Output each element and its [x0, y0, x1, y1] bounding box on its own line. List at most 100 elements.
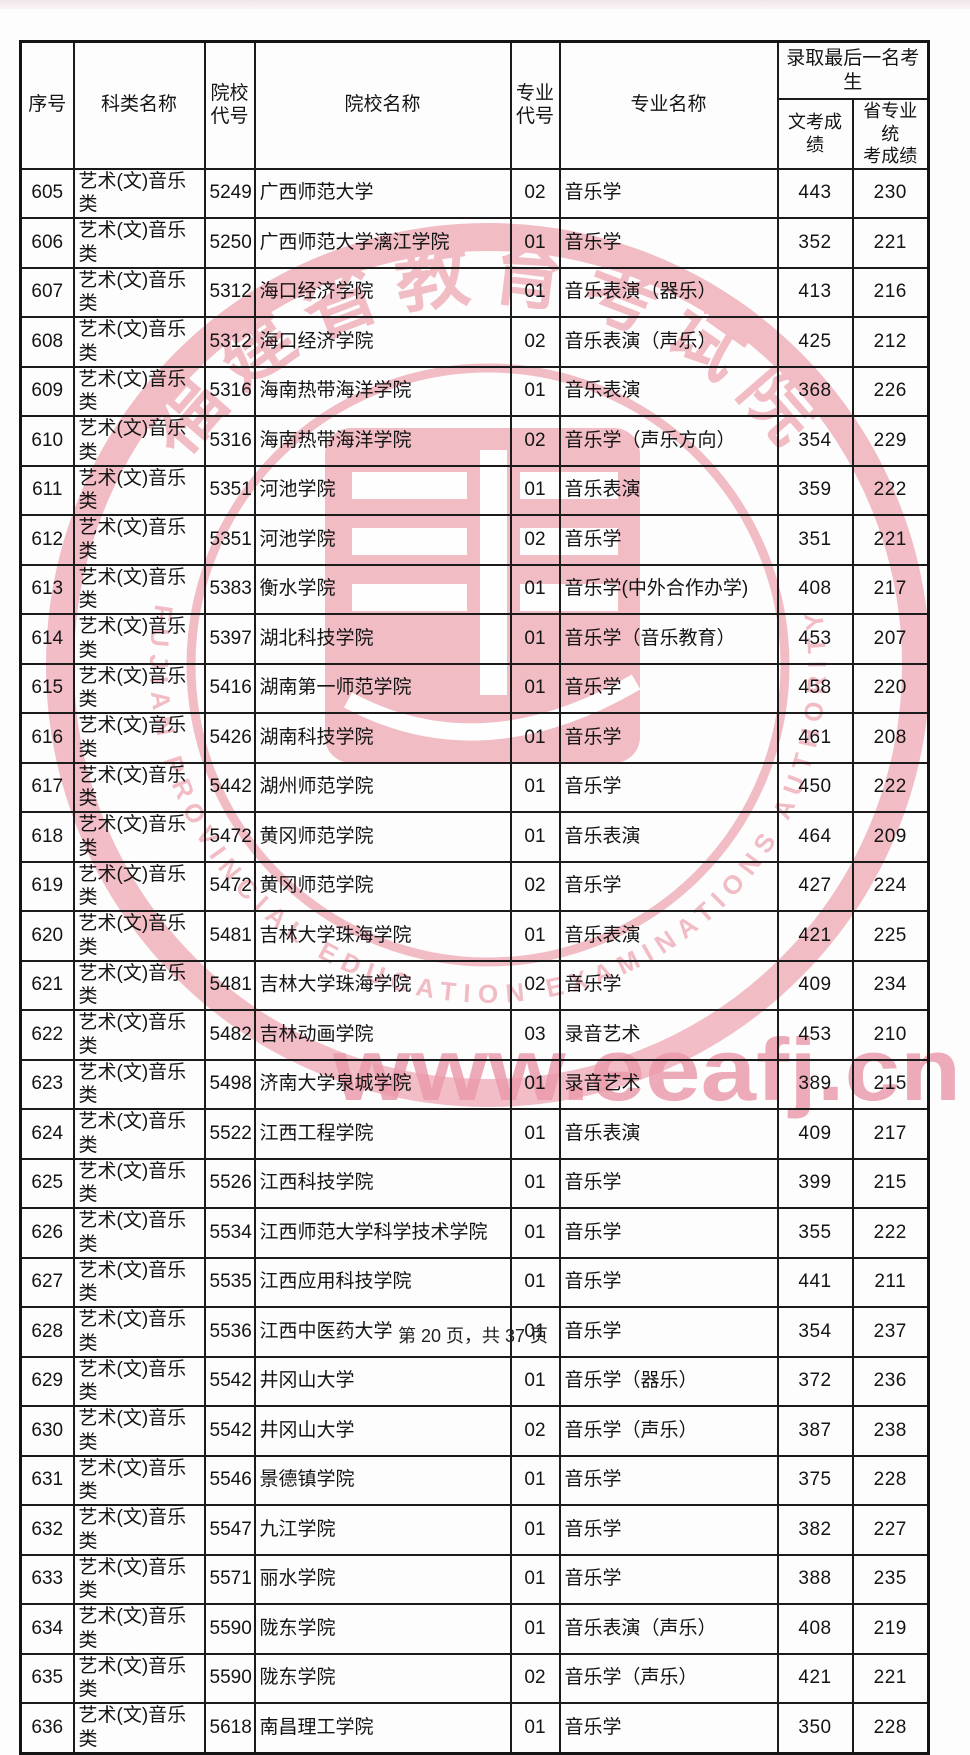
- cell-major: 音乐学（声乐）: [558, 1652, 779, 1704]
- cell-provincial_score: 217: [851, 563, 930, 615]
- cell-school_code: 5536: [203, 1306, 256, 1358]
- table-row: 633 艺术(文)音乐类 5571 丽水学院 01 音乐学 388 235: [19, 1553, 930, 1605]
- col-header-exam-score: 文考成绩: [776, 98, 854, 170]
- col-header-provincial-score: 省专业统 考成绩: [851, 98, 930, 170]
- cell-major: 音乐学(中外合作办学): [558, 563, 779, 615]
- cell-category: 艺术(文)音乐类: [72, 1009, 206, 1061]
- table-row: 634 艺术(文)音乐类 5590 陇东学院 01 音乐表演（声乐） 408 219: [19, 1603, 930, 1655]
- cell-provincial_score: 217: [851, 1108, 930, 1160]
- cell-major_code: 01: [509, 662, 561, 714]
- cell-school: 湖南科技学院: [253, 712, 512, 764]
- cell-serial: 606: [19, 217, 75, 269]
- cell-school: 陇东学院: [253, 1603, 512, 1655]
- cell-school_code: 5534: [203, 1207, 256, 1259]
- cell-category: 艺术(文)音乐类: [72, 217, 206, 269]
- cell-exam_score: 408: [776, 563, 854, 615]
- cell-school_code: 5426: [203, 712, 256, 764]
- score-table: 序号 科类名称 院校 代号 院校名称 专业 代号 专业名称 录取最后一名考生 文…: [19, 40, 931, 1755]
- cell-school: 海南热带海洋学院: [253, 365, 512, 417]
- cell-major: 录音艺术: [558, 1058, 779, 1110]
- cell-category: 艺术(文)音乐类: [72, 1207, 206, 1259]
- cell-school: 南昌理工学院: [253, 1702, 512, 1754]
- table-row: 617 艺术(文)音乐类 5442 湖州师范学院 01 音乐学 450 222: [19, 761, 930, 813]
- cell-major: 音乐学: [558, 1157, 779, 1209]
- cell-serial: 617: [19, 761, 75, 813]
- cell-serial: 628: [19, 1306, 75, 1358]
- cell-school_code: 5481: [203, 910, 256, 962]
- cell-school_code: 5590: [203, 1603, 256, 1655]
- cell-serial: 624: [19, 1108, 75, 1160]
- table-row: 610 艺术(文)音乐类 5316 海南热带海洋学院 02 音乐学（声乐方向） 354 229: [19, 415, 930, 467]
- cell-school_code: 5535: [203, 1256, 256, 1308]
- cell-school_code: 5250: [203, 217, 256, 269]
- table-row: 613 艺术(文)音乐类 5383 衡水学院 01 音乐学(中外合作办学) 408 217: [19, 563, 930, 615]
- page-number-footer: 第 20 页，共 37 页: [397, 1326, 549, 1346]
- cell-school_code: 5526: [203, 1157, 256, 1209]
- cell-school_code: 5442: [203, 761, 256, 813]
- cell-exam_score: 464: [776, 811, 854, 863]
- cell-category: 艺术(文)音乐类: [72, 266, 206, 318]
- cell-major_code: 02: [509, 415, 561, 467]
- cell-major_code: 03: [509, 1009, 561, 1061]
- cell-school_code: 5571: [203, 1553, 256, 1605]
- cell-major: 音乐学: [558, 1702, 779, 1754]
- cell-school_code: 5522: [203, 1108, 256, 1160]
- cell-serial: 636: [19, 1702, 75, 1754]
- cell-school_code: 5590: [203, 1652, 256, 1704]
- cell-major: 音乐学: [558, 662, 779, 714]
- cell-major: 音乐表演（器乐）: [558, 266, 779, 318]
- cell-major: 音乐表演: [558, 1108, 779, 1160]
- cell-provincial_score: 228: [851, 1454, 930, 1506]
- cell-serial: 621: [19, 959, 75, 1011]
- cell-exam_score: 355: [776, 1207, 854, 1259]
- cell-school: 井冈山大学: [253, 1405, 512, 1457]
- cell-major: 音乐学: [558, 1454, 779, 1506]
- table-row: 635 艺术(文)音乐类 5590 陇东学院 02 音乐学（声乐） 421 221: [19, 1652, 930, 1704]
- cell-major_code: 02: [509, 514, 561, 566]
- cell-provincial_score: 235: [851, 1553, 930, 1605]
- cell-major_code: 01: [509, 1157, 561, 1209]
- cell-school: 吉林动画学院: [253, 1009, 512, 1061]
- cell-major_code: 01: [509, 1058, 561, 1110]
- table-body: 605 艺术(文)音乐类 5249 广西师范大学 02 音乐学 443 230 606 艺术(文)…: [19, 167, 930, 1754]
- table-header: 序号 科类名称 院校 代号 院校名称 专业 代号 专业名称 录取最后一名考生 文…: [19, 40, 930, 170]
- cell-major_code: 01: [509, 811, 561, 863]
- table-row: 612 艺术(文)音乐类 5351 河池学院 02 音乐学 351 221: [19, 514, 930, 566]
- cell-provincial_score: 219: [851, 1603, 930, 1655]
- table-row: 622 艺术(文)音乐类 5482 吉林动画学院 03 录音艺术 453 210: [19, 1009, 930, 1061]
- cell-provincial_score: 225: [851, 910, 930, 962]
- cell-provincial_score: 224: [851, 860, 930, 912]
- cell-category: 艺术(文)音乐类: [72, 167, 206, 219]
- table-row: 623 艺术(文)音乐类 5498 济南大学泉城学院 01 录音艺术 389 215: [19, 1058, 930, 1110]
- cell-serial: 609: [19, 365, 75, 417]
- cell-major: 音乐表演（声乐）: [558, 1603, 779, 1655]
- table-row: 636 艺术(文)音乐类 5618 南昌理工学院 01 音乐学 350 228: [19, 1702, 930, 1754]
- cell-exam_score: 461: [776, 712, 854, 764]
- cell-major_code: 01: [509, 761, 561, 813]
- cell-serial: 620: [19, 910, 75, 962]
- table-row: 609 艺术(文)音乐类 5316 海南热带海洋学院 01 音乐表演 368 226: [19, 365, 930, 417]
- cell-provincial_score: 215: [851, 1058, 930, 1110]
- cell-major: 音乐表演: [558, 811, 779, 863]
- cell-major_code: 02: [509, 167, 561, 219]
- table-row: 621 艺术(文)音乐类 5481 吉林大学珠海学院 02 音乐学 409 234: [19, 959, 930, 1011]
- cell-category: 艺术(文)音乐类: [72, 959, 206, 1011]
- cell-provincial_score: 222: [851, 1207, 930, 1259]
- cell-major: 音乐学: [558, 1306, 779, 1358]
- cell-exam_score: 408: [776, 1603, 854, 1655]
- cell-serial: 608: [19, 316, 75, 368]
- cell-school: 广西师范大学: [253, 167, 512, 219]
- cell-category: 艺术(文)音乐类: [72, 910, 206, 962]
- cell-major_code: 01: [509, 712, 561, 764]
- cell-category: 艺术(文)音乐类: [72, 514, 206, 566]
- cell-major: 音乐表演: [558, 910, 779, 962]
- cell-school_code: 5416: [203, 662, 256, 714]
- cell-category: 艺术(文)音乐类: [72, 1306, 206, 1358]
- cell-provincial_score: 221: [851, 217, 930, 269]
- cell-school: 九江学院: [253, 1504, 512, 1556]
- cell-category: 艺术(文)音乐类: [72, 761, 206, 813]
- cell-category: 艺术(文)音乐类: [72, 1603, 206, 1655]
- cell-provincial_score: 210: [851, 1009, 930, 1061]
- cell-major_code: 01: [509, 1553, 561, 1605]
- cell-exam_score: 389: [776, 1058, 854, 1110]
